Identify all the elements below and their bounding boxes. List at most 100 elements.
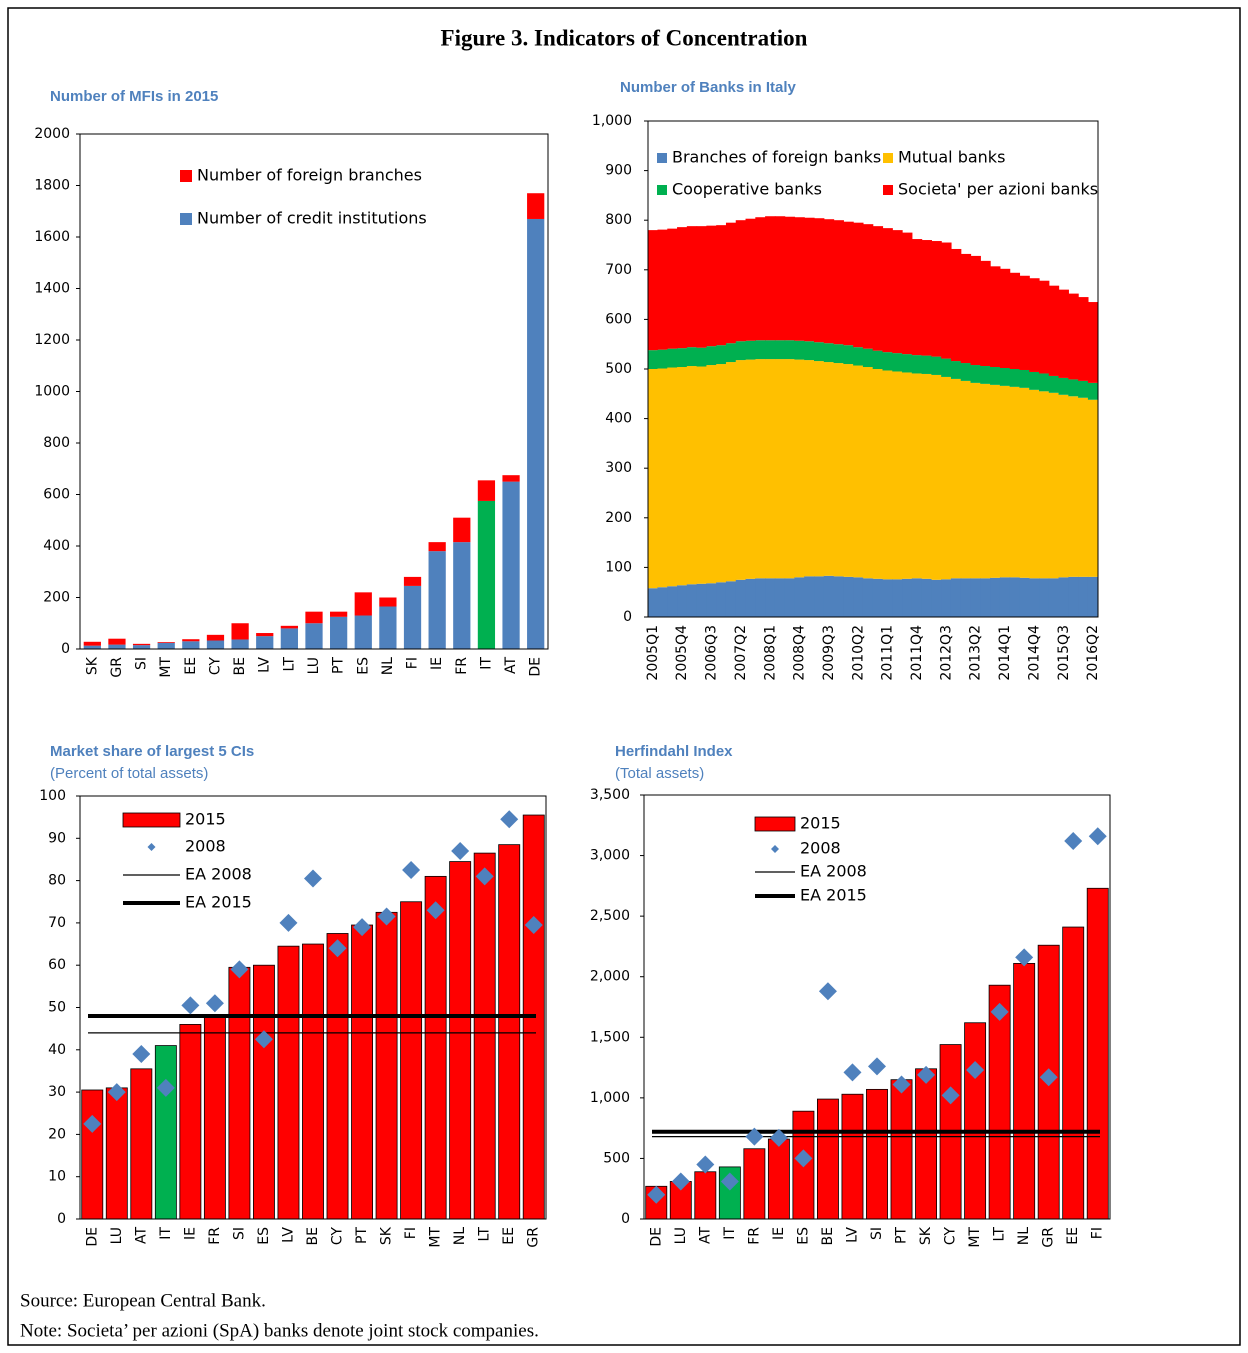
y-tick-label: 90 — [48, 830, 66, 846]
y-tick-label: 70 — [48, 915, 66, 931]
bar-segment — [677, 227, 688, 349]
y-tick-label: 500 — [605, 361, 632, 377]
bar-segment — [804, 360, 815, 577]
bar-segment — [843, 364, 854, 577]
bar — [326, 933, 349, 1220]
bar-segment — [892, 353, 903, 372]
bar-segment — [804, 341, 815, 361]
bar-segment — [999, 385, 1011, 578]
x-tick-label: DE — [648, 1227, 664, 1247]
scatter-point — [720, 1172, 739, 1191]
y-tick-label: 500 — [603, 1150, 630, 1166]
legend-label: EA 2015 — [185, 893, 252, 912]
bar-segment — [735, 220, 747, 342]
x-tick-label: PT — [354, 1227, 370, 1244]
bar-segment — [862, 578, 874, 617]
bar-segment — [83, 641, 101, 646]
bar-segment — [833, 220, 844, 345]
scatter-point — [279, 913, 298, 932]
bar-segment — [843, 345, 854, 365]
bar-segment — [794, 359, 805, 578]
bar-segment — [1019, 275, 1030, 370]
legend-label: EA 2008 — [185, 865, 252, 884]
bar-segment — [931, 241, 942, 357]
bar-segment — [677, 348, 688, 368]
bar-segment — [794, 577, 805, 617]
x-tick-label: FR — [454, 657, 470, 675]
bar — [767, 1138, 790, 1220]
scatter-point — [254, 1030, 273, 1049]
legend-label: 2015 — [800, 814, 841, 833]
bar — [890, 1079, 913, 1220]
bar-segment — [833, 576, 844, 617]
bar-segment — [1039, 280, 1050, 374]
x-tick-label: EE — [183, 657, 199, 675]
x-tick-label: ES — [355, 657, 371, 675]
bar — [694, 1171, 717, 1220]
plot-frame — [647, 120, 1099, 618]
scatter-point — [868, 1057, 886, 1076]
scatter-point — [769, 1128, 788, 1147]
bar-segment — [1019, 387, 1030, 578]
scatter-point — [917, 1065, 936, 1084]
bar-segment — [657, 229, 668, 350]
bar-segment — [990, 367, 1001, 385]
y-tick-label: 1600 — [34, 229, 70, 245]
bar-segment — [1078, 297, 1089, 381]
bar-segment — [765, 578, 776, 617]
bar — [375, 911, 398, 1220]
x-tick-label: FI — [1090, 1227, 1106, 1239]
bar-segment — [990, 266, 1001, 368]
y-tick-label: 1,000 — [590, 1090, 630, 1106]
y-tick-label: 50 — [48, 1000, 66, 1016]
bar-segment — [1068, 379, 1079, 397]
x-tick-label: 2014Q4 — [1026, 625, 1042, 681]
x-tick-label: GR — [526, 1227, 542, 1248]
bar-segment — [755, 340, 766, 360]
x-tick-label: 2005Q4 — [674, 625, 690, 681]
bar-segment — [667, 367, 678, 587]
bar-segment — [911, 239, 923, 356]
bar-segment — [256, 633, 274, 637]
scatter-point — [671, 1172, 690, 1191]
x-tick-label: EE — [501, 1227, 517, 1245]
bar-segment — [784, 578, 796, 617]
bar-segment — [1009, 386, 1021, 578]
x-tick-label: NL — [380, 657, 396, 675]
bar-segment — [853, 222, 864, 348]
bar-segment — [1078, 576, 1089, 617]
bar-segment — [667, 348, 678, 368]
chart-title: Number of MFIs in 2015 — [50, 88, 218, 105]
bar-segment — [157, 642, 175, 649]
y-tick-label: 800 — [605, 212, 632, 228]
scatter-point — [1039, 1068, 1058, 1087]
bar-segment — [305, 623, 323, 649]
bar-segment — [960, 380, 972, 579]
bar — [743, 1148, 766, 1220]
bar-segment — [696, 366, 707, 584]
x-tick-label: PT — [331, 657, 347, 674]
bar-segment — [735, 360, 747, 580]
bar-segment — [745, 218, 756, 341]
bar — [841, 1093, 864, 1220]
y-tick-label: 0 — [621, 1211, 630, 1227]
bar-segment — [667, 228, 678, 349]
bar-segment — [379, 606, 397, 649]
bar-segment — [725, 581, 737, 617]
x-tick-label: SI — [869, 1227, 885, 1240]
bar-segment — [1078, 397, 1089, 577]
bar — [1013, 962, 1036, 1220]
x-tick-label: LV — [844, 1227, 860, 1243]
bar-segment — [1048, 392, 1060, 579]
bar — [203, 1015, 226, 1220]
x-tick-label: 2014Q1 — [997, 625, 1013, 681]
bar-segment — [814, 218, 825, 343]
scatter-point — [402, 861, 421, 880]
bar-segment — [696, 226, 707, 348]
source: Source: European Central Bank. — [20, 1290, 266, 1311]
scatter-point — [230, 960, 249, 979]
bar-segment — [765, 359, 776, 579]
x-tick-label: ES — [795, 1227, 811, 1245]
bar-segment — [872, 578, 884, 617]
bar-segment — [980, 578, 991, 617]
